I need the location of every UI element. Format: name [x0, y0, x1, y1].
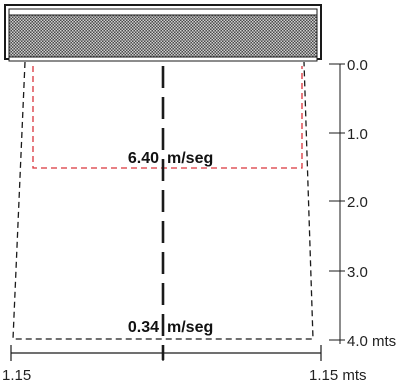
distance-label-0: 0.0: [347, 57, 368, 74]
distance-label-4: 4.0 mts: [347, 333, 396, 350]
unit-outlet: [8, 56, 318, 62]
speed-label-far: 0.34 m/seg: [128, 319, 213, 336]
speed-far-value: 0.34: [128, 319, 159, 336]
speed-far-unit: m/seg: [167, 319, 213, 336]
air-curtain-unit: [4, 4, 322, 62]
distance-scale: 0.0 1.0 2.0 3.0 4.0 mts: [329, 57, 396, 350]
width-scale: 1.15 1.15 mts: [2, 345, 367, 384]
unit-grille: [8, 14, 318, 58]
speed-label-near: 6.40 m/seg: [128, 150, 213, 167]
speed-near-value: 6.40: [128, 150, 159, 167]
distance-label-3: 3.0: [347, 264, 368, 281]
high-velocity-zone: [32, 66, 303, 169]
distance-label-1: 1.0: [347, 126, 368, 143]
speed-near-unit: m/seg: [167, 150, 213, 167]
unit-top-lip: [8, 8, 318, 16]
airflow-outer-boundary: [12, 61, 314, 340]
width-label-right: 1.15 mts: [309, 367, 367, 384]
distance-label-2: 2.0: [347, 194, 368, 211]
width-label-left: 1.15: [2, 367, 31, 384]
